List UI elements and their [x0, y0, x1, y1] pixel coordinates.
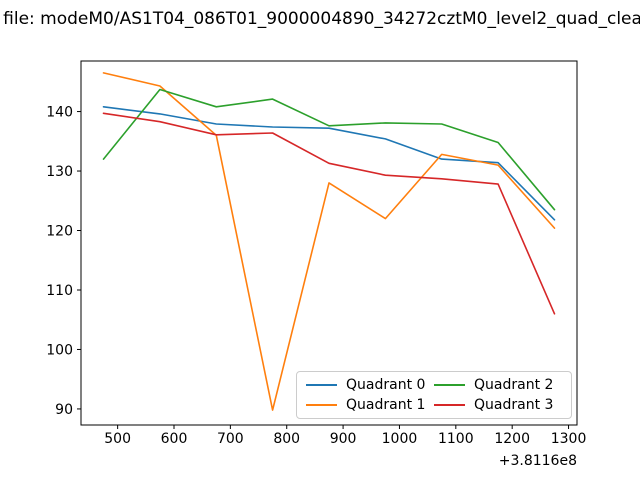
y-tick-label: 100	[46, 342, 73, 358]
x-tick-label: 500	[104, 431, 131, 447]
y-tick-label: 140	[46, 105, 73, 121]
legend-label: Quadrant 1	[346, 397, 426, 413]
legend-line-sample	[434, 384, 465, 386]
x-tick-label: 1000	[382, 431, 418, 447]
axes-frame	[80, 60, 578, 426]
y-tick-label: 120	[46, 224, 73, 240]
x-tick-label: 1300	[551, 431, 587, 447]
chart-title: a file: modeM0/AS1T04_086T01_9000004890_…	[0, 9, 640, 29]
legend-line-sample	[306, 404, 337, 406]
legend-line-sample	[306, 384, 337, 386]
series-line-quadrant-1	[102, 72, 556, 411]
legend-line-sample	[434, 404, 465, 406]
legend-label: Quadrant 2	[474, 377, 554, 393]
x-tick-label: 600	[161, 431, 188, 447]
legend-label: Quadrant 0	[346, 377, 426, 393]
series-line-quadrant-2	[102, 88, 556, 211]
legend-label: Quadrant 3	[474, 397, 554, 413]
x-tick-label: 900	[330, 431, 357, 447]
y-tick-label: 130	[46, 164, 73, 180]
x-tick-label: 700	[217, 431, 244, 447]
legend-entry-quadrant-2: Quadrant 2	[434, 377, 562, 393]
x-tick-label: 1100	[438, 431, 474, 447]
legend-entry-quadrant-1: Quadrant 1	[306, 397, 434, 413]
y-tick-label: 90	[55, 402, 73, 418]
x-tick-label: 800	[273, 431, 300, 447]
series-line-quadrant-3	[102, 112, 556, 315]
legend-box: Quadrant 0 Quadrant 1 Quadrant 2 Quadrant 3	[296, 371, 572, 419]
legend-entry-quadrant-0: Quadrant 0	[306, 377, 434, 393]
x-tick-label: 1200	[494, 431, 530, 447]
y-tick-label: 110	[46, 283, 73, 299]
legend-entry-quadrant-3: Quadrant 3	[434, 397, 562, 413]
x-axis-offset-label: +3.8116e8	[499, 453, 577, 469]
